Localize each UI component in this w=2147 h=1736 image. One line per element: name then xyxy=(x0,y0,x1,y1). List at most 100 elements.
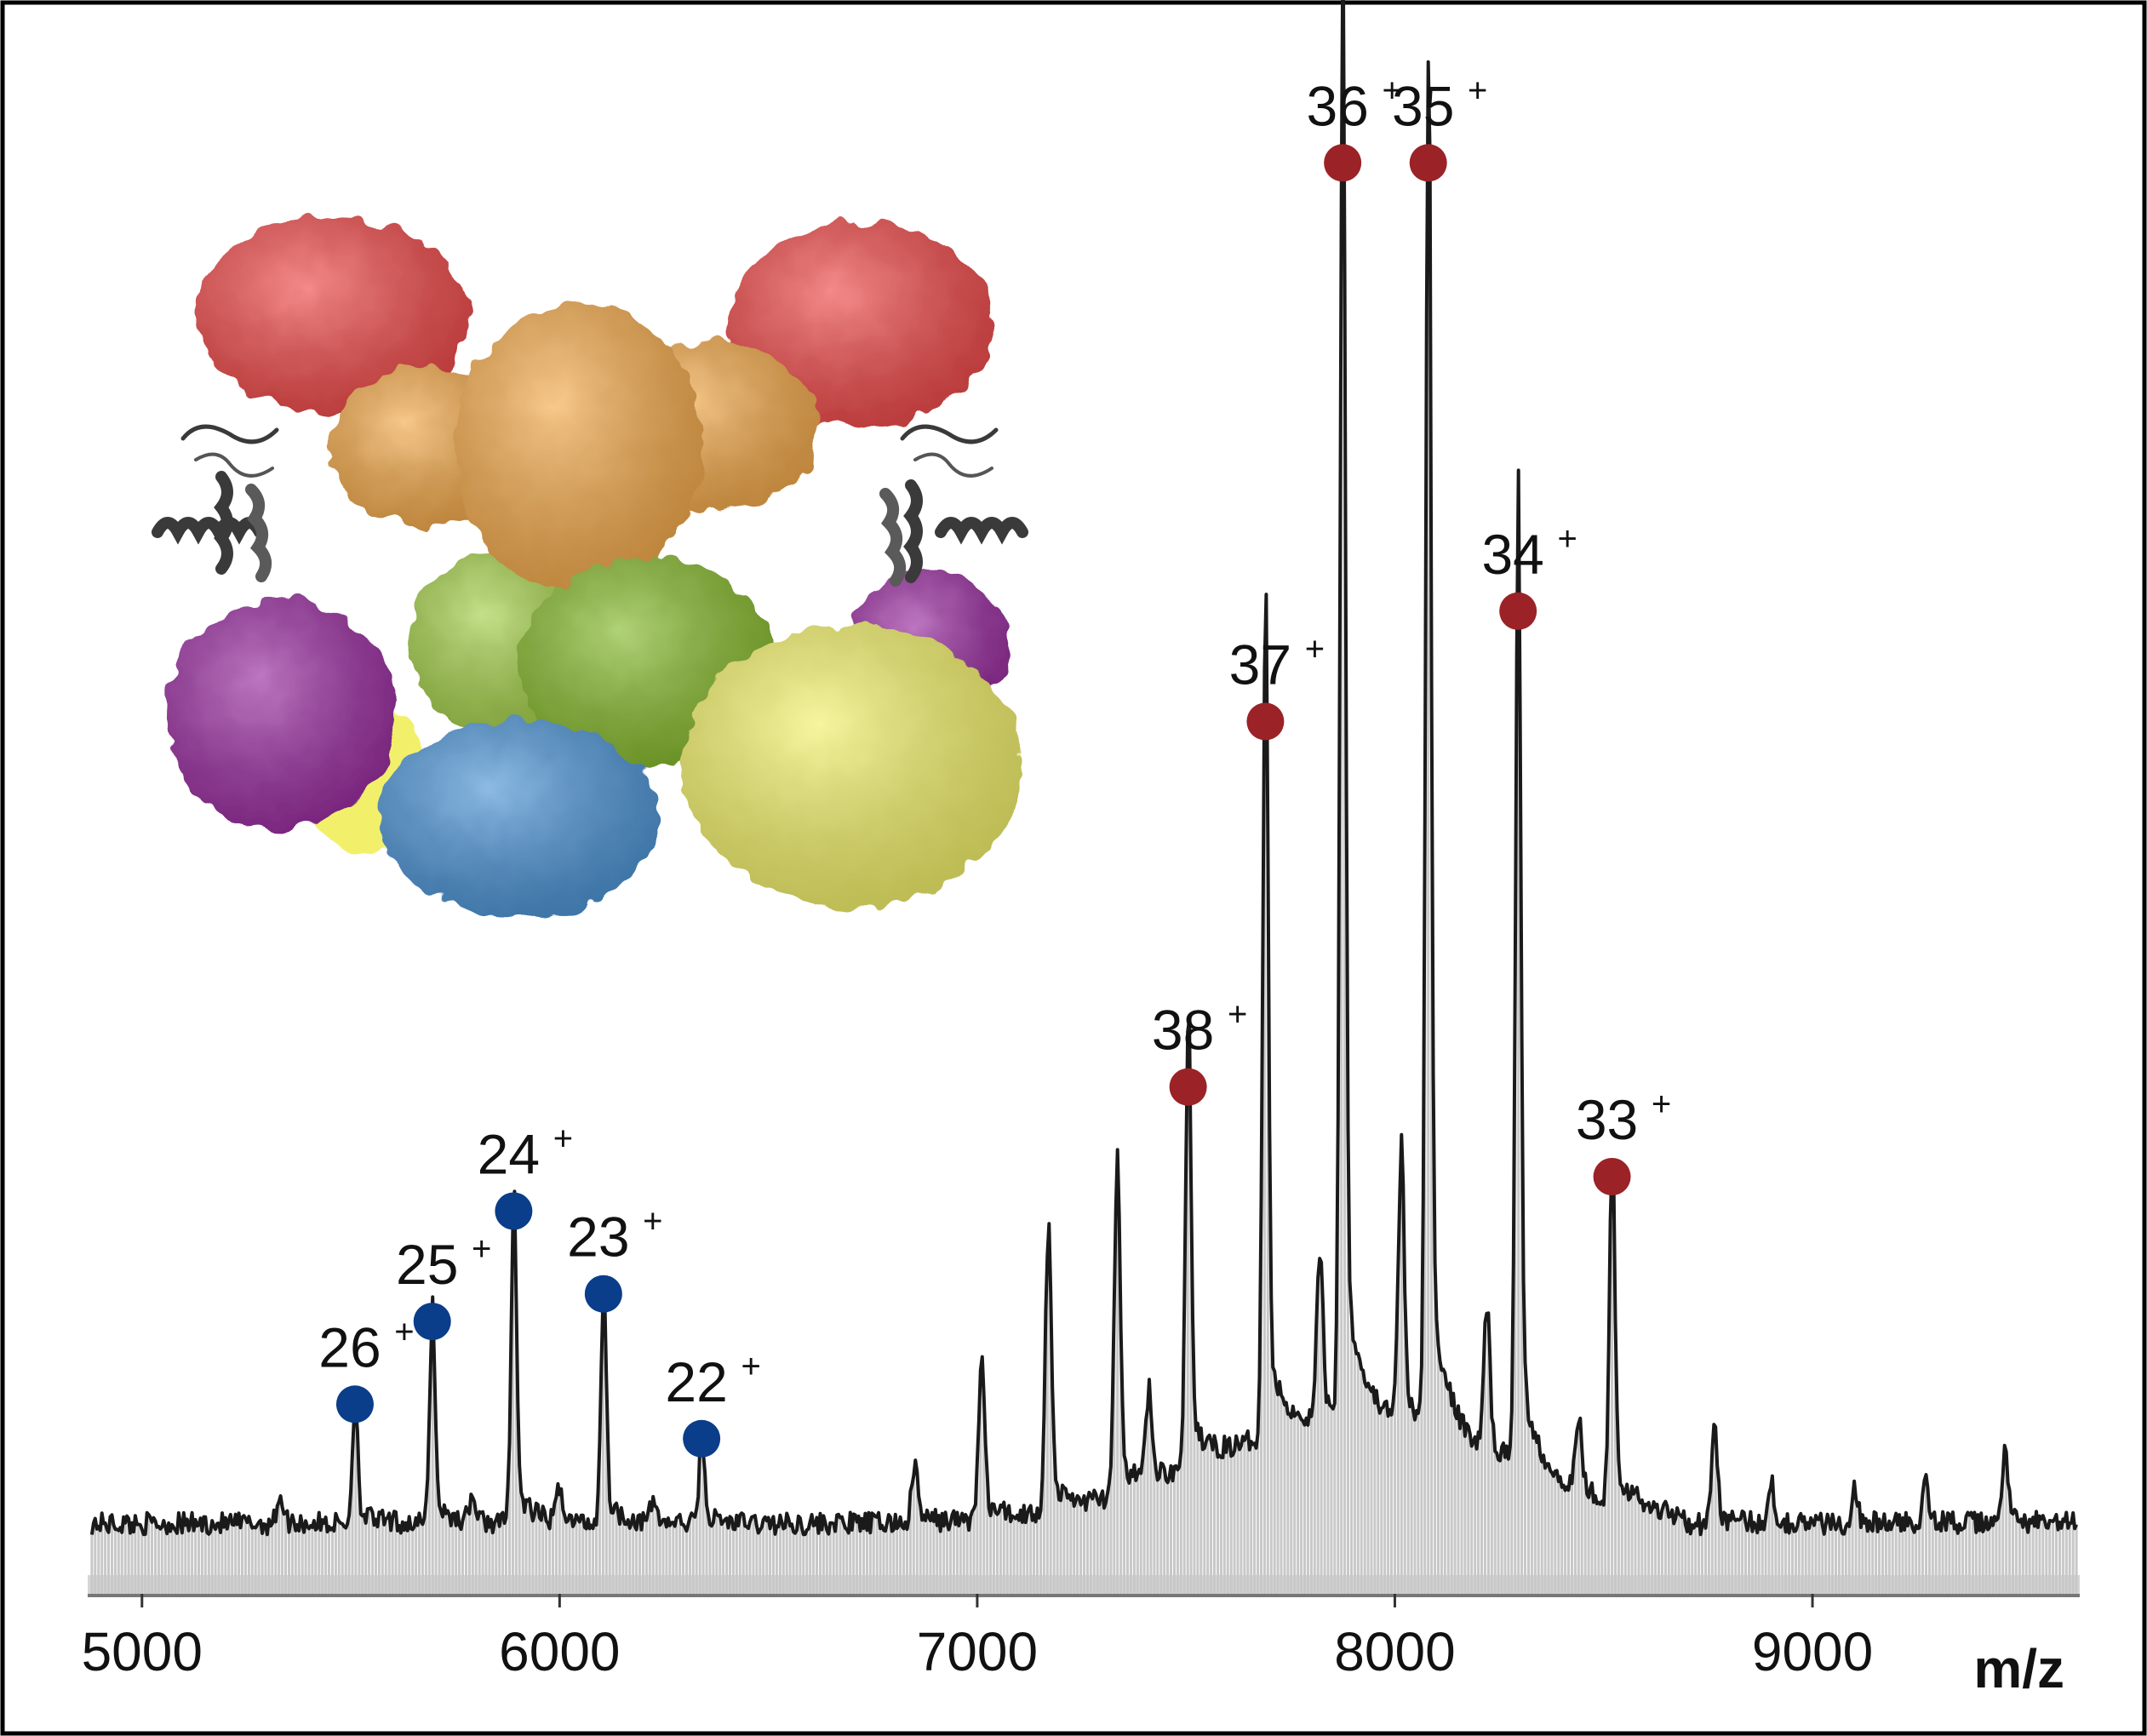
spectrum-fill-bar xyxy=(722,1521,725,1597)
spectrum-fill-bar xyxy=(1680,1517,1684,1597)
charge-series-red: 38 +37 +36 +35 +34 +33 + xyxy=(1152,72,1671,1195)
spectrum-fill-bar xyxy=(1674,1519,1677,1597)
charge-state-marker xyxy=(1409,144,1447,182)
spectrum-fill-bar xyxy=(1784,1532,1788,1597)
spectrum-fill-bar xyxy=(1079,1504,1083,1597)
spectrum-fill-bar xyxy=(1748,1523,1750,1597)
spectrum-fill-bar xyxy=(1627,1499,1630,1597)
spectrum-fill-bar xyxy=(1116,1149,1119,1597)
spectrum-fill-bar xyxy=(1326,1395,1330,1597)
spectrum-fill-bar xyxy=(408,1516,411,1597)
spectrum-fill-bar xyxy=(545,1521,548,1597)
spectrum-plot-area: 26 +25 +24 +23 +22 + 38 +37 +36 +35 +34 +33 + xyxy=(88,0,2080,1597)
spectrum-fill-bar xyxy=(324,1517,328,1597)
spectrum-fill-bar xyxy=(1390,1414,1393,1597)
spectrum-fill-bar xyxy=(1677,1514,1680,1597)
spectrum-fill-bar xyxy=(1257,1433,1260,1597)
spectrum-fill-bar xyxy=(123,1522,127,1597)
spectrum-fill-bar xyxy=(1567,1490,1570,1597)
spectrum-fill-bar xyxy=(2008,1490,2012,1597)
spectrum-fill-bar xyxy=(505,1517,507,1597)
spectrum-fill-bar xyxy=(1102,1508,1106,1597)
spectrum-fill-bar xyxy=(1941,1511,1944,1597)
charge-state-label: 37 xyxy=(1229,633,1291,696)
spectrum-fill-bar xyxy=(731,1528,735,1597)
spectrum-fill-bar xyxy=(802,1534,805,1597)
spectrum-fill-bar xyxy=(1309,1416,1313,1597)
x-axis: 5000 6000 7000 8000 9000 m/z xyxy=(82,1594,2080,1699)
spectrum-fill-bar xyxy=(1991,1525,1995,1597)
spectrum-fill-bar xyxy=(1961,1528,1965,1597)
spectrum-fill-bar xyxy=(261,1533,264,1597)
spectrum-fill-bar xyxy=(1594,1495,1597,1597)
spectrum-fill-bar xyxy=(1998,1506,2001,1597)
spectrum-fill-bar xyxy=(635,1529,638,1597)
spectrum-fill-bar xyxy=(334,1513,337,1597)
spectrum-fill-bar xyxy=(274,1521,278,1597)
charge-sign: + xyxy=(1228,996,1247,1034)
spectrum-fill-bar xyxy=(1580,1449,1583,1597)
spectrum-fill-bar xyxy=(1554,1471,1557,1597)
spectrum-fill-bar xyxy=(568,1515,571,1597)
spectrum-fill-bar xyxy=(1807,1528,1811,1597)
spectrum-fill-bar xyxy=(1611,1160,1614,1597)
spectrum-fill-bar xyxy=(812,1525,816,1597)
spectrum-fill-bar xyxy=(936,1525,939,1597)
spectrum-fill-bar xyxy=(207,1533,210,1597)
spectrum-fill-bar xyxy=(1219,1457,1222,1597)
spectrum-fill-bar xyxy=(1797,1516,1801,1597)
spectrum-fill-bar xyxy=(581,1515,585,1597)
spectrum-fill-bar xyxy=(1647,1502,1651,1597)
charge-sign: + xyxy=(643,1203,662,1240)
spectrum-fill-bar xyxy=(1564,1490,1567,1597)
spectrum-fill-bar xyxy=(1320,1262,1323,1597)
spectrum-fill-bar xyxy=(1837,1517,1841,1597)
spectrum-fill-bar xyxy=(94,1518,97,1597)
spectrum-fill-bar xyxy=(384,1518,387,1597)
spectrum-fill-bar xyxy=(993,1504,995,1597)
spectrum-fill-bar xyxy=(1540,1461,1543,1597)
charge-sign: + xyxy=(553,1120,573,1158)
spectrum-fill-bar xyxy=(1434,1263,1437,1597)
spectrum-fill-bar xyxy=(899,1516,902,1597)
spectrum-fill-bar xyxy=(234,1514,238,1597)
charge-state-label: 26 xyxy=(318,1315,381,1378)
spectrum-fill-bar xyxy=(411,1529,415,1597)
spectrum-fill-bar xyxy=(1734,1520,1738,1597)
spectrum-fill-bar xyxy=(1530,1422,1533,1597)
spectrum-fill-bar xyxy=(1644,1504,1647,1597)
spectrum-fill-bar xyxy=(217,1523,220,1597)
subunit-purple-left xyxy=(166,600,396,830)
spectrum-fill-bar xyxy=(1062,1487,1066,1597)
spectrum-fill-bar xyxy=(1640,1499,1644,1597)
spectrum-fill-bar xyxy=(1380,1408,1383,1597)
spectrum-fill-bar xyxy=(1146,1407,1149,1597)
spectrum-fill-bar xyxy=(1984,1516,1988,1597)
spectrum-fill-bar xyxy=(685,1531,688,1597)
spectrum-fill-bar xyxy=(2005,1452,2008,1597)
spectrum-fill-bar xyxy=(738,1515,741,1597)
charge-sign: + xyxy=(1468,72,1487,109)
spectrum-fill-bar xyxy=(1132,1464,1136,1597)
spectrum-fill-bar xyxy=(621,1517,625,1597)
spectrum-fill-bar xyxy=(524,1499,528,1597)
spectrum-fill-bar xyxy=(431,1297,434,1597)
spectrum-fill-bar xyxy=(151,1521,153,1597)
spectrum-fill-bar xyxy=(571,1526,575,1597)
spectrum-fill-bar xyxy=(331,1527,334,1597)
spectrum-fill-bar xyxy=(288,1532,290,1597)
spectrum-fill-bar xyxy=(882,1530,885,1597)
x-axis-ticks: 5000 6000 7000 8000 9000 xyxy=(82,1594,1873,1682)
spectrum-fill-bar xyxy=(1974,1532,1978,1597)
spectrum-fill-bar xyxy=(675,1517,678,1597)
spectrum-fill-bar xyxy=(1290,1418,1293,1597)
spectrum-fill-bar xyxy=(1514,975,1517,1597)
spectrum-fill-bar xyxy=(1720,1524,1724,1597)
spectrum-fill-bar xyxy=(762,1519,765,1597)
spectrum-fill-bar xyxy=(1474,1436,1477,1597)
spectrum-fill-bar xyxy=(1153,1454,1156,1597)
spectrum-fill-bar xyxy=(1698,1513,1701,1597)
spectrum-fill-bar xyxy=(865,1530,868,1597)
spectrum-fill-bar xyxy=(1222,1436,1226,1597)
spectrum-fill-bar xyxy=(535,1503,538,1597)
